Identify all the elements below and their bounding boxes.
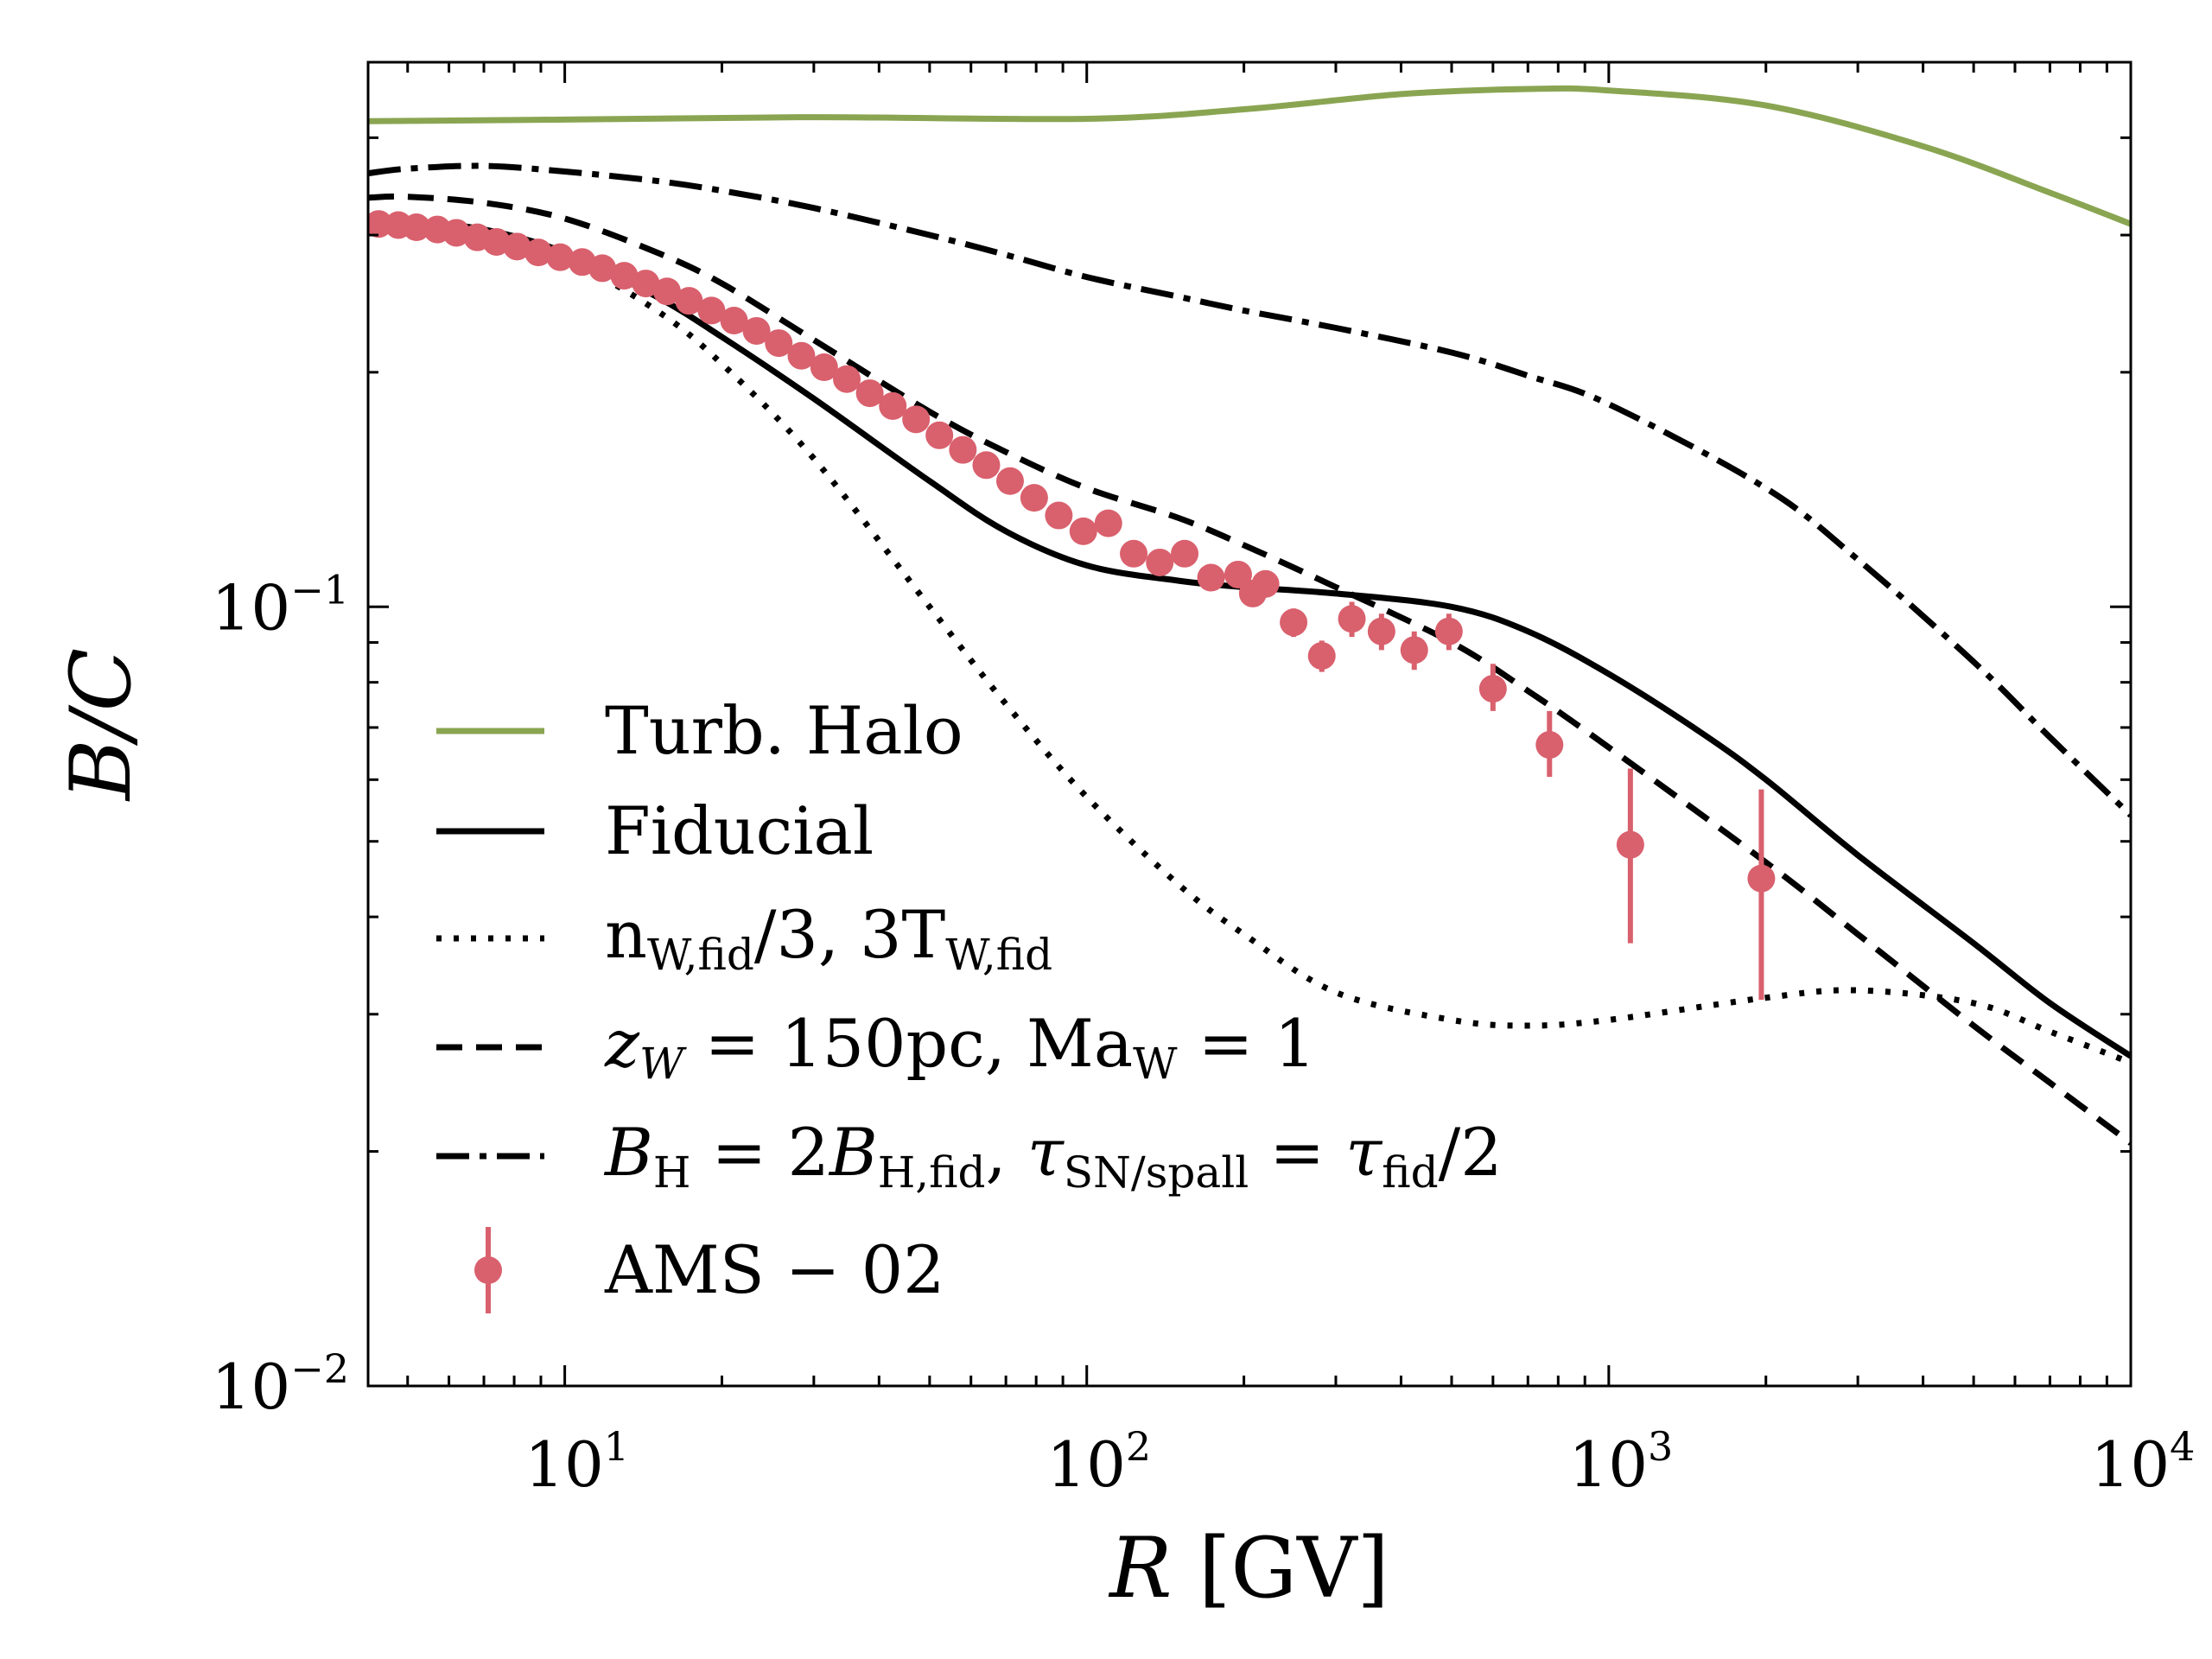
y-axis-label: B/C bbox=[53, 648, 149, 802]
ams-point-12 bbox=[610, 262, 639, 290]
ams-point-44 bbox=[1367, 617, 1395, 645]
legend: Turb. Halo Fiducial nW,fid/3, 3TW,fid zW… bbox=[436, 692, 1503, 1313]
legend-label-bh-tau: BH = 2BH,fid, τSN/spall = τfid/2 bbox=[603, 1114, 1503, 1198]
ams-point-31 bbox=[1045, 501, 1073, 530]
x-axis-label-main: R bbox=[1108, 1520, 1172, 1617]
ams-point-38 bbox=[1224, 560, 1252, 588]
y-tick-label-0.1: 10−1 bbox=[212, 566, 349, 644]
ams-point-13 bbox=[632, 270, 660, 298]
ams-point-25 bbox=[902, 405, 931, 434]
ams-point-14 bbox=[652, 277, 681, 306]
ams-point-19 bbox=[765, 329, 793, 358]
x-axis-label-unit: [GV] bbox=[1172, 1520, 1389, 1617]
ams-point-41 bbox=[1280, 608, 1308, 637]
ams-point-18 bbox=[742, 316, 771, 345]
ams-point-24 bbox=[879, 391, 907, 420]
ams-point-32 bbox=[1069, 517, 1097, 545]
x-tick-label-100: 102 bbox=[1046, 1423, 1151, 1501]
ams-point-2 bbox=[403, 213, 431, 242]
ams-point-15 bbox=[675, 287, 703, 315]
legend-label-turb-halo: Turb. Halo bbox=[605, 692, 963, 769]
ams-point-33 bbox=[1094, 509, 1122, 537]
ams-point-9 bbox=[546, 243, 575, 271]
ams-point-20 bbox=[787, 341, 816, 370]
y-tick-label-0.01: 10−2 bbox=[212, 1345, 349, 1423]
x-axis-label: R [GV] bbox=[1108, 1520, 1389, 1617]
ams-point-46 bbox=[1434, 617, 1463, 645]
ams-point-27 bbox=[949, 435, 977, 464]
ams-point-16 bbox=[697, 296, 726, 325]
x-tick-label-10: 101 bbox=[524, 1423, 629, 1501]
ams-point-47 bbox=[1478, 675, 1507, 703]
ams-point-29 bbox=[995, 467, 1024, 495]
series-layer bbox=[368, 85, 2131, 1146]
ams-point-48 bbox=[1535, 731, 1564, 760]
series-line-bh-tau bbox=[368, 162, 2131, 818]
x-tick-label-10000: 104 bbox=[2091, 1423, 2196, 1501]
ams-point-7 bbox=[503, 232, 531, 261]
ams-point-17 bbox=[720, 307, 748, 335]
ams-point-26 bbox=[925, 421, 954, 449]
ams-point-4 bbox=[442, 219, 471, 247]
plot-frame bbox=[366, 60, 2133, 1388]
ams-point-43 bbox=[1338, 605, 1366, 633]
ams-point-23 bbox=[855, 379, 884, 408]
ams-point-34 bbox=[1120, 539, 1148, 568]
legend-label-fiducial: Fiducial bbox=[605, 792, 874, 869]
ams-point-35 bbox=[1146, 548, 1174, 576]
ams-point-40 bbox=[1238, 579, 1267, 607]
legend-label-zw-maw: zW = 150pc, MaW = 1 bbox=[604, 1005, 1316, 1089]
ams-point-22 bbox=[833, 365, 861, 393]
ticks-layer bbox=[368, 60, 2133, 1388]
ams-point-8 bbox=[524, 238, 553, 267]
ams-point-30 bbox=[1020, 484, 1048, 512]
tick-labels: 101 102 103 104 10−2 10−1 bbox=[212, 566, 2196, 1501]
legend-label-ams: AMS − 02 bbox=[604, 1231, 944, 1308]
ams-point-11 bbox=[588, 254, 617, 283]
ams-point-37 bbox=[1197, 563, 1225, 592]
ams-point-28 bbox=[972, 451, 1001, 480]
ams-point-42 bbox=[1307, 642, 1336, 671]
series-line-turb-halo bbox=[368, 85, 2131, 227]
ams-point-21 bbox=[810, 353, 838, 382]
ams-point-36 bbox=[1171, 539, 1199, 568]
ams-point-45 bbox=[1400, 636, 1428, 664]
x-tick-label-1000: 103 bbox=[1568, 1423, 1673, 1501]
series-line-zw-maw bbox=[368, 193, 2131, 1146]
ams-point-50 bbox=[1747, 864, 1776, 893]
ams-point-49 bbox=[1616, 830, 1644, 859]
legend-swatch-ams-marker bbox=[474, 1256, 502, 1284]
